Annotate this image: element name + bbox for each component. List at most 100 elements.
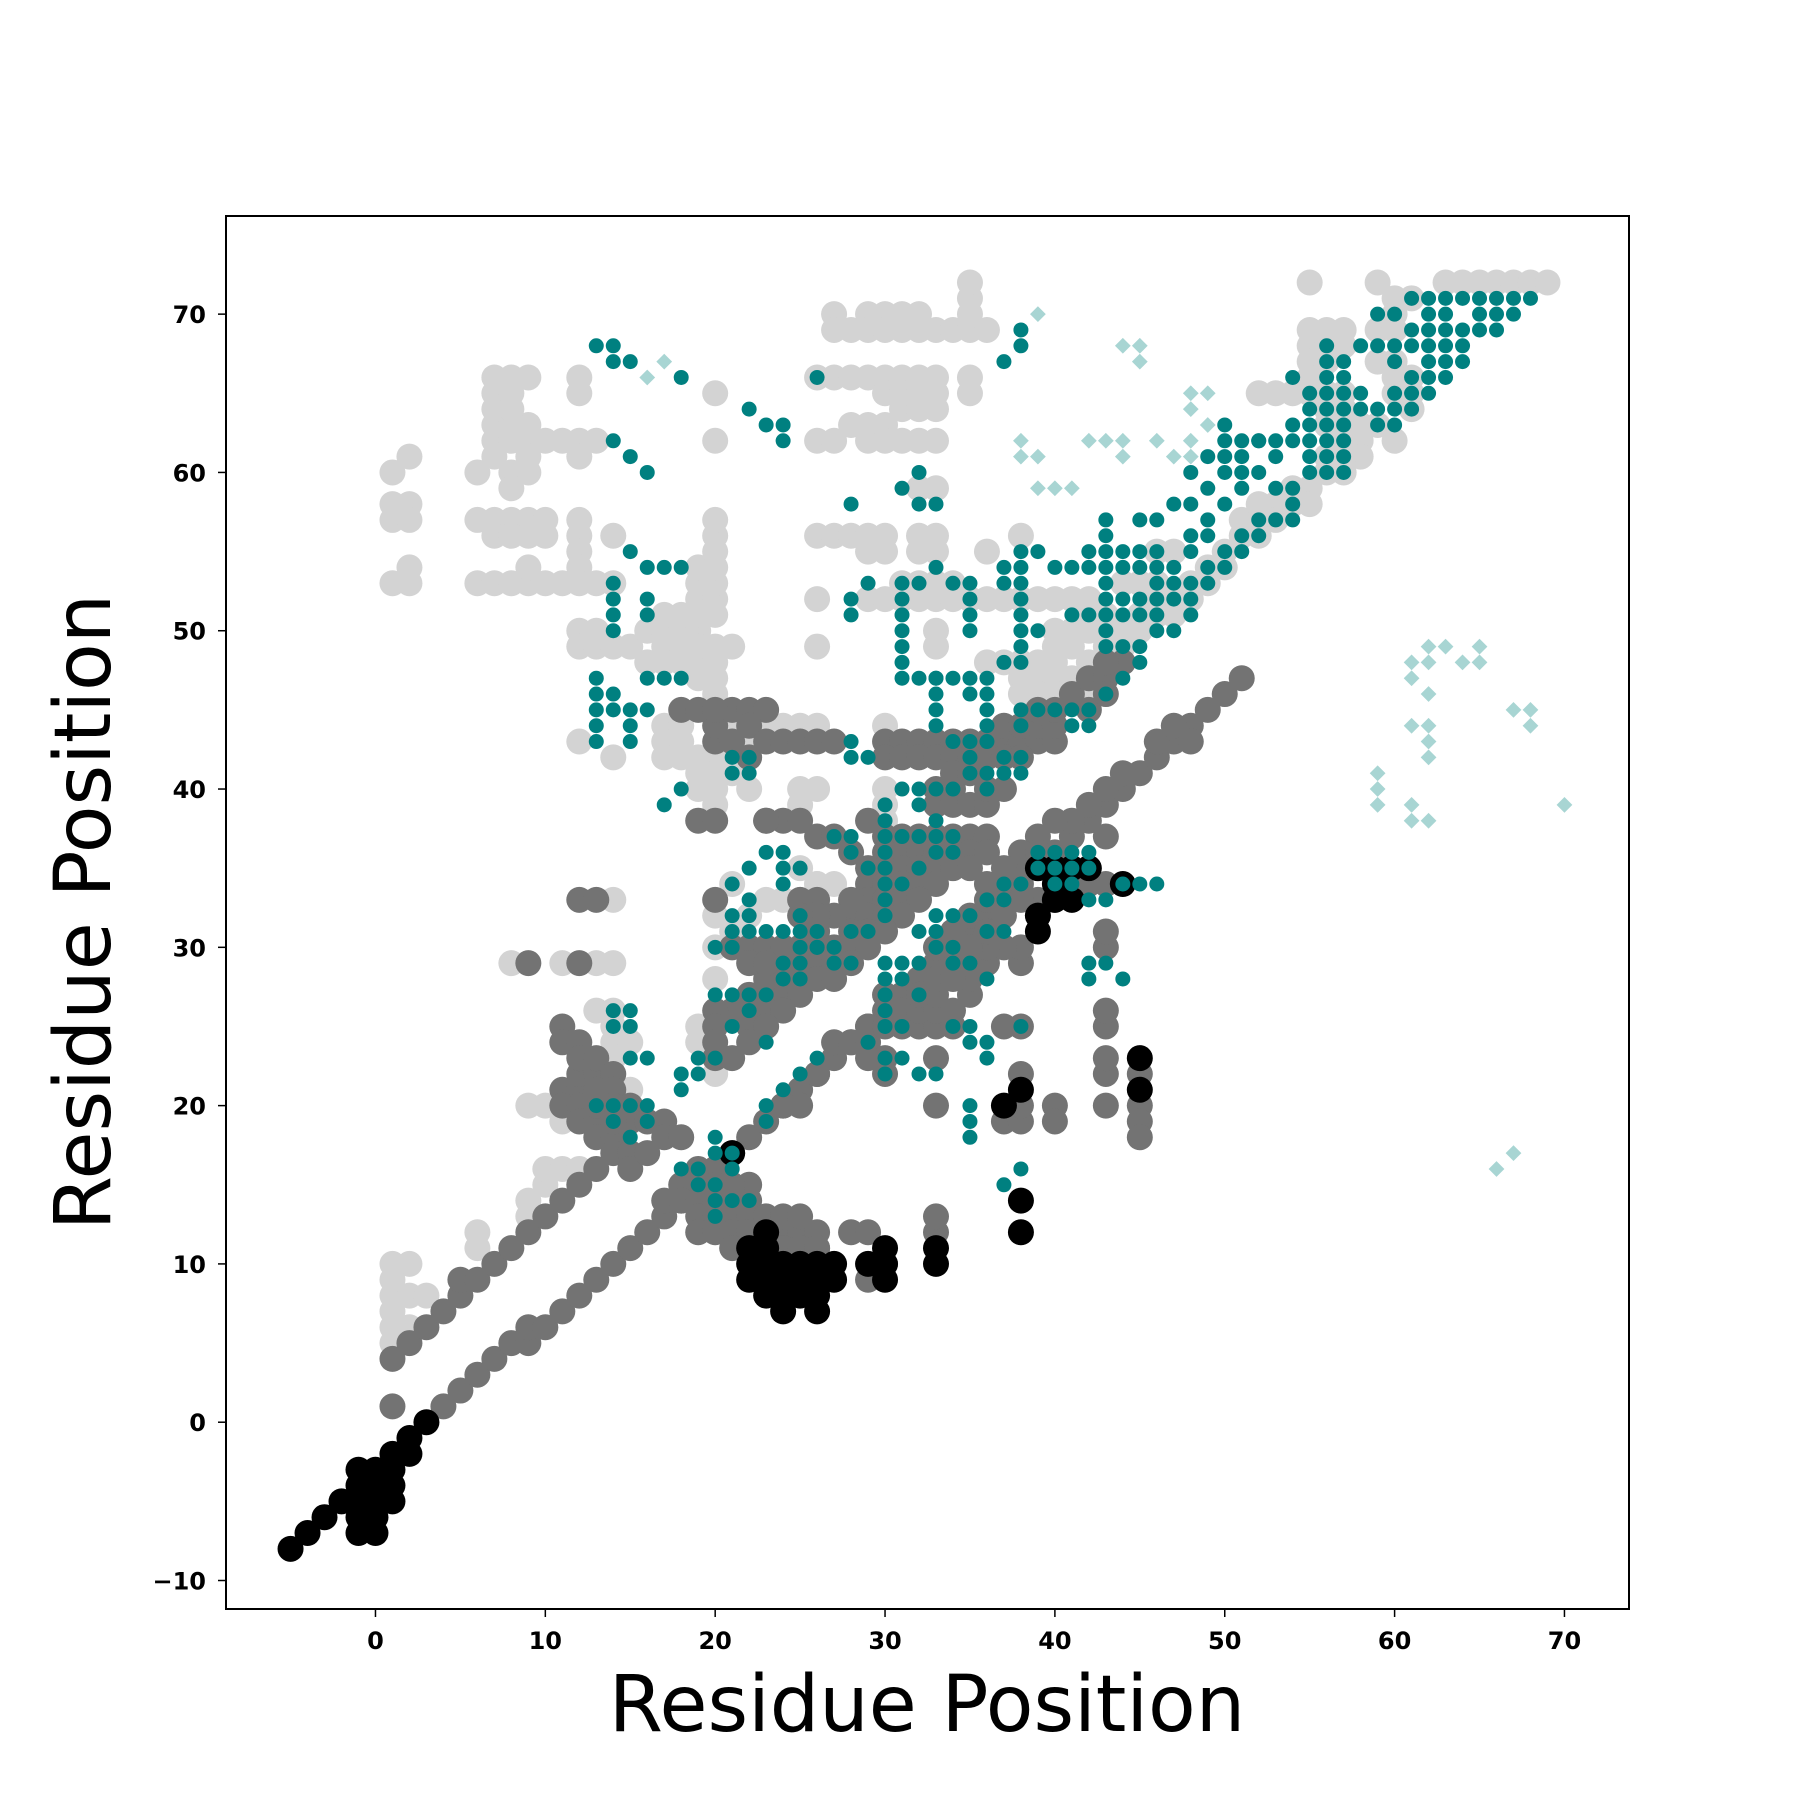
data-point (1047, 860, 1063, 876)
data-point (1030, 306, 1046, 323)
y-tick-label: 40 (173, 776, 206, 804)
data-point (1013, 702, 1029, 718)
data-point (447, 1377, 474, 1404)
data-point (1115, 971, 1131, 987)
data-point (605, 1113, 621, 1129)
data-point (1285, 433, 1301, 449)
data-point (1047, 480, 1063, 497)
data-point (741, 1003, 757, 1019)
data-point (1182, 432, 1199, 449)
data-point (1438, 290, 1454, 306)
data-point (1092, 1092, 1119, 1119)
data-point (990, 902, 1017, 929)
data-point (894, 480, 910, 496)
data-point (622, 702, 638, 718)
x-tick-label: 50 (1208, 1627, 1241, 1655)
data-point (1404, 401, 1420, 417)
data-point (605, 1098, 621, 1114)
data-point (860, 923, 876, 939)
data-point (843, 591, 859, 607)
data-point (1194, 696, 1221, 723)
data-point (1160, 601, 1187, 628)
data-point (877, 955, 893, 971)
data-point (532, 1314, 559, 1341)
data-point (911, 464, 927, 480)
data-point (1143, 728, 1170, 755)
data-point (464, 459, 491, 486)
data-point (1319, 417, 1335, 433)
data-point (1013, 639, 1029, 655)
data-point (1403, 670, 1420, 687)
data-point (1030, 544, 1046, 560)
data-point (1522, 290, 1538, 306)
data-point (1013, 765, 1029, 781)
data-point (1182, 385, 1199, 402)
data-point (945, 781, 961, 797)
data-point (877, 1003, 893, 1019)
data-point (962, 686, 978, 702)
data-point (792, 908, 808, 924)
data-point (1183, 544, 1199, 560)
data-point (1471, 638, 1488, 655)
data-point (843, 496, 859, 512)
data-point (379, 1345, 406, 1372)
data-point (939, 997, 966, 1024)
data-point (1013, 1018, 1029, 1034)
data-point (877, 1066, 893, 1082)
data-point (379, 459, 406, 486)
data-point (962, 734, 978, 750)
data-point (1336, 464, 1352, 480)
data-point (690, 1161, 706, 1177)
data-point (996, 749, 1012, 765)
data-point (1370, 306, 1386, 322)
data-point (911, 797, 927, 813)
data-point (724, 765, 740, 781)
data-point (741, 765, 757, 781)
data-point (1228, 506, 1255, 533)
data-point (1319, 385, 1335, 401)
data-point (583, 1155, 610, 1182)
data-point (413, 1409, 440, 1436)
data-point (939, 918, 966, 945)
data-point (1262, 380, 1289, 407)
data-point (605, 623, 621, 639)
data-point (962, 749, 978, 765)
data-point (1030, 860, 1046, 876)
data-point (1420, 812, 1437, 829)
data-point (996, 876, 1012, 892)
data-point (639, 670, 655, 686)
data-point (1369, 796, 1386, 813)
data-point (922, 1092, 949, 1119)
data-point (996, 354, 1012, 370)
data-point (962, 1113, 978, 1129)
data-point (1319, 338, 1335, 354)
data-point (1353, 338, 1369, 354)
data-point (605, 354, 621, 370)
data-point (1217, 544, 1233, 560)
data-point (1330, 332, 1357, 359)
data-point (566, 728, 593, 755)
data-point (379, 1488, 406, 1515)
data-point (1420, 654, 1437, 671)
data-point (1234, 464, 1250, 480)
data-point (617, 1155, 644, 1182)
data-point (1370, 401, 1386, 417)
data-point (741, 908, 757, 924)
data-point (1132, 512, 1148, 528)
data-point (1064, 860, 1080, 876)
data-point (894, 575, 910, 591)
data-point (605, 575, 621, 591)
data-point (775, 417, 791, 433)
data-point (707, 1050, 723, 1066)
data-point (1183, 528, 1199, 544)
data-point (877, 860, 893, 876)
data-point (1489, 322, 1505, 338)
data-point (481, 1250, 508, 1277)
data-point (996, 892, 1012, 908)
data-point (1166, 623, 1182, 639)
data-point (775, 923, 791, 939)
data-point (787, 1092, 814, 1119)
data-point (928, 1066, 944, 1082)
data-point (979, 734, 995, 750)
data-point (1404, 338, 1420, 354)
